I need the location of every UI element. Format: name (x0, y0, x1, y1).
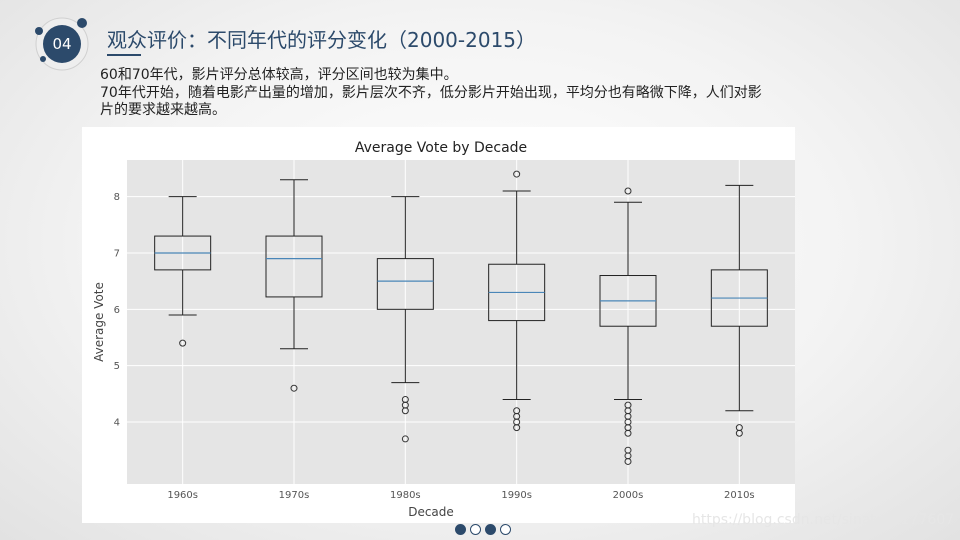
x-tick-label: 1970s (279, 490, 310, 501)
plot-area (127, 160, 795, 484)
badge-ring-icon (35, 17, 89, 71)
description-line-1: 60和70年代，影片评分总体较高，评分区间也较为集中。 (100, 67, 458, 83)
x-tick-label: 1990s (501, 490, 532, 501)
page-dot[interactable] (500, 524, 511, 535)
y-tick-label: 6 (114, 305, 120, 316)
outlier-point (624, 187, 632, 195)
box-iqr (265, 235, 323, 298)
outlier-point (290, 384, 298, 392)
page-dot[interactable] (485, 524, 496, 535)
outlier-point (401, 435, 409, 443)
x-tick-label: 1980s (390, 490, 421, 501)
boxplot-chart: 4 5 6 7 8 1960s 1970s 1980s 1990s 2000s 2010s Avera… (82, 127, 795, 523)
outlier-point (735, 429, 743, 437)
section-badge: 04 (32, 15, 92, 75)
chart-svg: 4 5 6 7 8 1960s 1970s 1980s 1990s 2000s 2010s Avera… (92, 140, 795, 519)
outlier-point (179, 339, 187, 347)
y-tick-label: 5 (114, 361, 120, 372)
section-number: 04 (52, 35, 72, 53)
outlier-point (624, 457, 632, 465)
description-line-3: 片的要求越来越高。 (100, 102, 226, 118)
title-underline (107, 54, 141, 56)
page-title: 观众评价：不同年代的评分变化（2000-2015） (107, 28, 537, 52)
description: 60和70年代，影片评分总体较高，评分区间也较为集中。 70年代开始，随着电影产… (100, 67, 870, 120)
x-axis-label: Decade (408, 505, 454, 519)
x-tick-label: 1960s (167, 490, 198, 501)
page-dot[interactable] (470, 524, 481, 535)
x-tick-label: 2010s (724, 490, 755, 501)
y-tick-label: 7 (114, 248, 120, 259)
outlier-point (401, 407, 409, 415)
chart-title: Average Vote by Decade (355, 140, 527, 156)
outlier-point (513, 424, 521, 432)
x-tick-label: 2000s (613, 490, 644, 501)
outlier-point (513, 170, 521, 178)
box-iqr (376, 258, 434, 310)
outlier-point (624, 429, 632, 437)
page-dot[interactable] (455, 524, 466, 535)
watermark: https://blog.csdn.net/sinat_41177607 (692, 512, 955, 528)
description-line-2: 70年代开始，随着电影产出量的增加，影片层次不齐，低分影片开始出现，平均分也有略… (100, 84, 762, 101)
y-tick-label: 8 (114, 192, 120, 203)
y-axis-label: Average Vote (92, 282, 106, 362)
y-tick-label: 4 (114, 418, 120, 429)
